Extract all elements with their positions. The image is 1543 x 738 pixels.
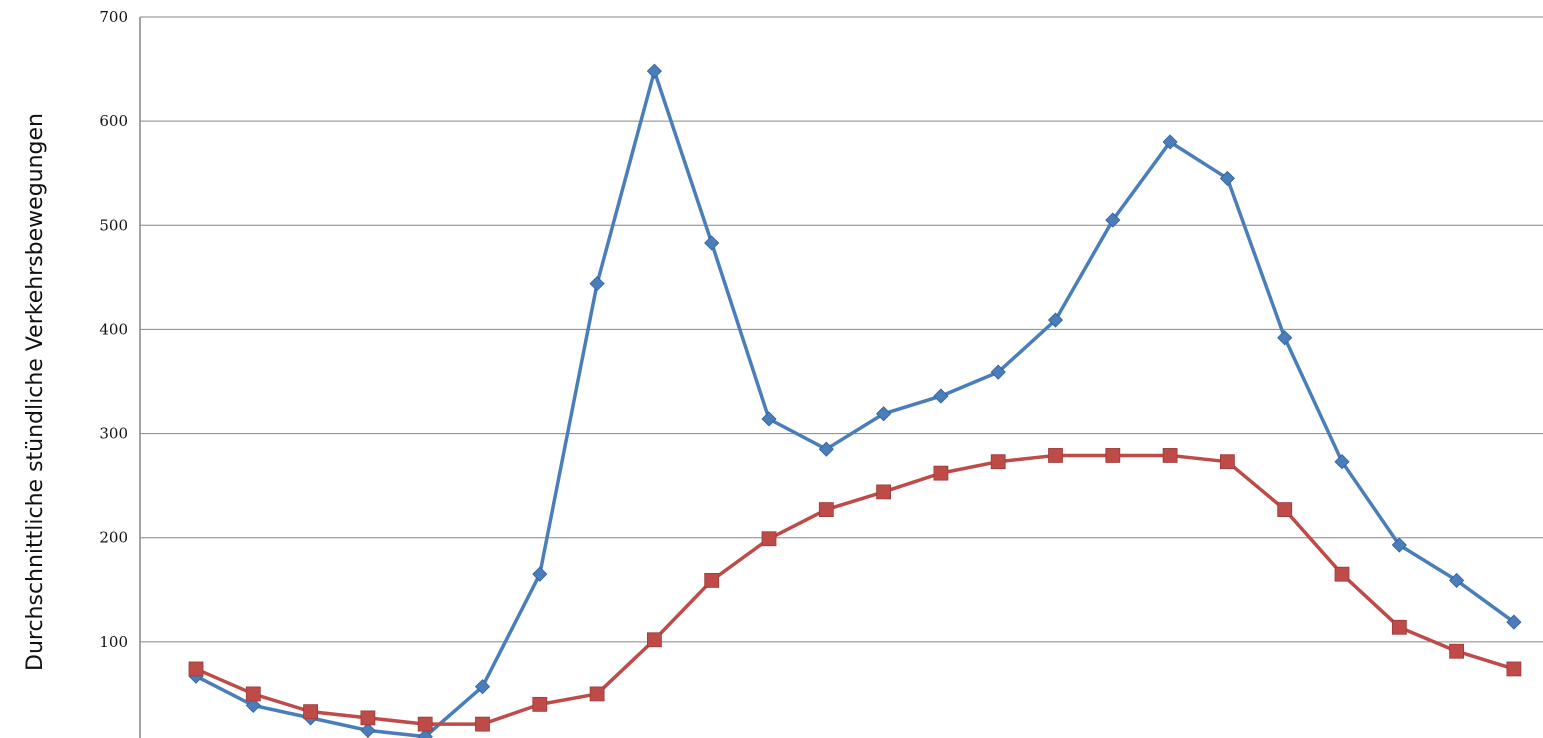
data-point xyxy=(1220,454,1235,470)
data-point xyxy=(360,710,376,726)
y-tick-label: 400 xyxy=(99,320,128,338)
data-point xyxy=(1277,502,1293,517)
data-point xyxy=(532,696,548,712)
data-point xyxy=(704,573,720,588)
y-tick-label: 600 xyxy=(99,112,128,130)
data-point xyxy=(245,697,261,713)
data-point xyxy=(589,686,605,702)
data-point xyxy=(1277,330,1293,346)
data-point xyxy=(1219,170,1235,186)
data-point xyxy=(990,364,1006,380)
data-point xyxy=(933,388,949,404)
y-tick-label: 700 xyxy=(99,8,128,26)
data-point xyxy=(933,465,949,481)
data-point xyxy=(1162,134,1178,150)
y-tick-label: 200 xyxy=(99,529,128,547)
data-point xyxy=(647,632,662,648)
data-point xyxy=(1449,572,1465,588)
data-point xyxy=(589,276,605,292)
data-point xyxy=(704,235,720,251)
data-point xyxy=(818,441,834,457)
data-point xyxy=(1506,661,1522,677)
data-point xyxy=(475,716,490,732)
data-point xyxy=(532,566,548,582)
data-point xyxy=(1105,212,1121,228)
data-point xyxy=(1334,566,1350,582)
data-point xyxy=(1391,537,1407,553)
data-point xyxy=(188,661,204,677)
data-point xyxy=(1048,448,1063,463)
y-axis-label: Durchschnittliche stündliche Verkehrsbew… xyxy=(23,113,48,671)
data-point xyxy=(1105,448,1121,463)
data-point xyxy=(245,686,261,702)
data-point xyxy=(761,531,777,547)
y-tick-labels: 100 200 300 400 500 600 700 xyxy=(99,8,128,651)
data-point xyxy=(303,704,319,720)
series-2 xyxy=(188,448,1522,732)
data-point xyxy=(990,454,1006,470)
data-point xyxy=(360,722,376,738)
data-point xyxy=(417,716,433,732)
data-point xyxy=(646,63,662,79)
data-point xyxy=(761,411,777,427)
data-point xyxy=(1162,448,1178,463)
y-tick-label: 500 xyxy=(99,216,128,234)
series-1 xyxy=(188,63,1522,738)
data-point xyxy=(1391,619,1407,635)
data-point xyxy=(1506,614,1522,630)
data-point xyxy=(1449,643,1464,659)
gridlines xyxy=(140,16,1543,643)
data-point xyxy=(818,502,834,517)
series xyxy=(188,63,1522,738)
data-point xyxy=(474,679,491,695)
series-line xyxy=(195,453,1515,726)
y-tick-label: 100 xyxy=(99,633,128,651)
data-point xyxy=(417,729,433,738)
y-tick-label: 300 xyxy=(99,425,128,443)
data-point xyxy=(876,406,892,422)
data-point xyxy=(1334,454,1350,470)
series-line xyxy=(195,69,1515,738)
data-point xyxy=(876,484,891,500)
data-point xyxy=(1047,312,1064,328)
